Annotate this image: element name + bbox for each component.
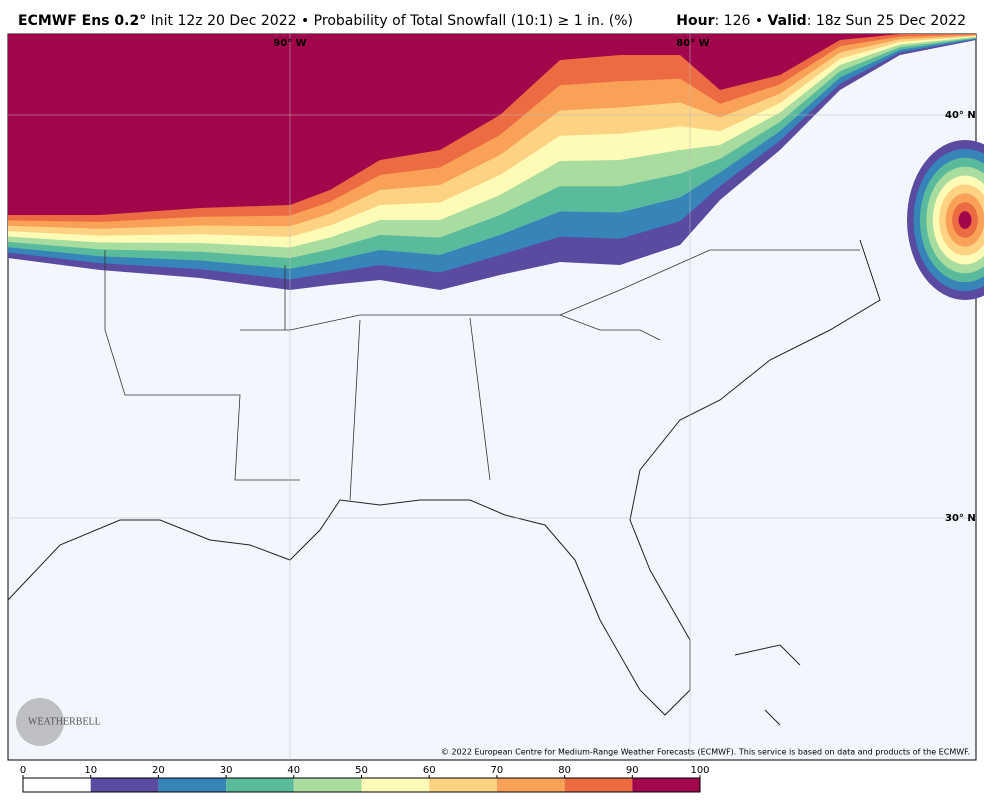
header-left: ECMWF Ens 0.2° Init 12z 20 Dec 2022 • Pr…: [18, 13, 633, 29]
header-part: Hour: [676, 13, 714, 29]
colorbar-label: 20: [152, 765, 165, 776]
colorbar-segment: [496, 778, 565, 792]
colorbar-segment: [293, 778, 362, 792]
header-part: ECMWF Ens 0.2°: [18, 13, 146, 29]
header-part: Valid: [768, 13, 807, 29]
offshore-band: [958, 211, 972, 229]
colorbar-segment: [361, 778, 430, 792]
colorbar-label: 40: [287, 765, 300, 776]
header-right: Hour: 126 • Valid: 18z Sun 25 Dec 2022: [676, 13, 966, 29]
coastline: [7, 239, 881, 716]
header-part: Init 12z 20 Dec 2022 • Probability of To…: [146, 13, 633, 29]
colorbar-label: 80: [558, 765, 571, 776]
lon-label: 80° W: [676, 38, 709, 49]
geography: [7, 34, 976, 760]
snow-band: [8, 34, 976, 215]
lon-label: 90° W: [273, 38, 306, 49]
islands: [734, 644, 801, 726]
colorbar-segment: [90, 778, 159, 792]
lat-label: 30° N: [945, 513, 976, 524]
snow-bands: [8, 34, 976, 290]
colorbar-label: 70: [491, 765, 504, 776]
graticule: [8, 34, 976, 760]
colorbar-label: 30: [220, 765, 233, 776]
colorbar: 0 10 20 30 40 50 60 70 80 90 100: [20, 765, 710, 793]
colorbar-segment: [23, 778, 91, 792]
colorbar-label: 10: [84, 765, 97, 776]
colorbar-segment: [158, 778, 227, 792]
colorbar-segment: [429, 778, 497, 792]
colorbar-segment: [632, 778, 700, 792]
colorbar-label: 90: [626, 765, 639, 776]
colorbar-label: 60: [423, 765, 436, 776]
header-part: : 126 •: [715, 13, 768, 29]
state-lines: [104, 249, 860, 501]
colorbar-segment: [564, 778, 633, 792]
colorbar-label: 50: [355, 765, 368, 776]
offshore-bands: [907, 140, 984, 300]
logo-globe: [16, 698, 64, 746]
header-part: : 18z Sun 25 Dec 2022: [807, 13, 966, 29]
colorbar-label: 0: [20, 765, 26, 776]
logo: WEATHERBELL: [28, 716, 101, 727]
credit: © 2022 European Centre for Medium-Range …: [441, 748, 970, 757]
colorbar-label: 100: [690, 765, 709, 776]
lat-label: 40° N: [945, 110, 976, 121]
colorbar-segment: [226, 778, 294, 792]
